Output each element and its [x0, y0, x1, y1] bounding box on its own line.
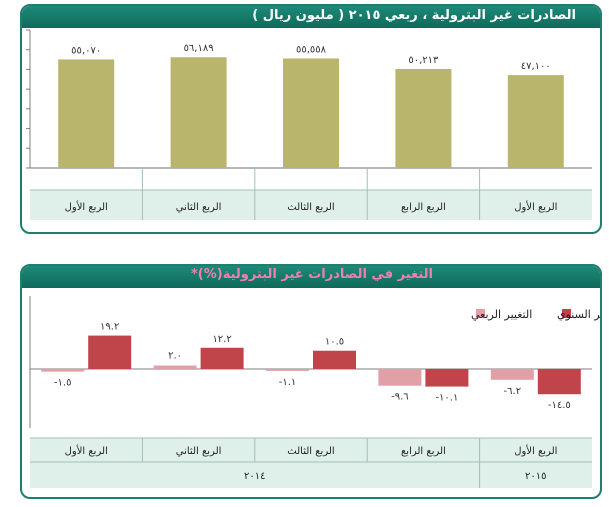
- category-label: الربع الثالث: [287, 446, 334, 457]
- chart1-title-banner: الصادرات غير البترولية ، ربعي ٢٠١٥ ( ملي…: [22, 6, 600, 28]
- category-label: الربع الرابع: [401, 202, 446, 213]
- exports-change-chart: -١.٥ ١٩.٢ الربع الأول ٢.٠ ١٢.٢ الربع الثاني -١…: [29, 296, 600, 488]
- bar: [170, 57, 227, 168]
- bar: [507, 75, 564, 168]
- quarterly-value-label: -١.٥: [54, 378, 72, 389]
- chart2-title: التغير في الصادرات غير البترولية(%)*: [190, 267, 434, 282]
- annual-value-label: ١٢.٢: [212, 334, 231, 345]
- quarterly-value-label: ٢.٠: [168, 351, 182, 362]
- exports-volume-chart: ٥٥,٠٧٠ الربع الأول ٥٦,١٨٩ الربع الثاني ٥٥,٥٥…: [26, 29, 592, 220]
- bar: [283, 58, 339, 168]
- annual-value-label: ١٩.٢: [100, 322, 119, 333]
- year-label-2015: ٢٠١٥: [525, 471, 546, 482]
- category-band: [30, 438, 592, 488]
- exports-volume-panel: الصادرات غير البترولية ، ربعي ٢٠١٥ ( ملي…: [20, 4, 602, 234]
- bar: [395, 69, 452, 168]
- legend-swatch-quarterly: [476, 309, 485, 318]
- category-label: الربع الرابع: [401, 446, 446, 457]
- exports-change-panel: التغير في الصادرات غير البترولية(%)* -١.…: [20, 264, 602, 499]
- annual-bar: [425, 369, 469, 387]
- category-label: الربع الثاني: [176, 446, 222, 457]
- quarterly-bar: [153, 365, 197, 369]
- chart2-title-banner: التغير في الصادرات غير البترولية(%)*: [22, 266, 600, 288]
- quarterly-bar: [490, 369, 534, 380]
- category-label: الربع الأول: [514, 444, 557, 457]
- category-band: [30, 190, 592, 220]
- bar: [58, 59, 115, 169]
- annual-bar: [88, 335, 132, 369]
- bar-value-label: ٥٦,١٨٩: [184, 43, 214, 54]
- quarterly-value-label: -٩.٦: [391, 392, 409, 403]
- annual-bar: [313, 350, 356, 369]
- bar-value-label: ٥٥,٠٧٠: [71, 45, 101, 56]
- category-label: الربع الأول: [65, 444, 108, 457]
- legend-label-annual: التغيير السنوي: [557, 308, 600, 321]
- annual-bar: [200, 347, 244, 369]
- legend-swatch-annual: [562, 309, 571, 318]
- annual-value-label: ١٠.٥: [325, 337, 344, 348]
- chart1-title: الصادرات غير البترولية ، ربعي ٢٠١٥ ( ملي…: [252, 8, 576, 23]
- annual-value-label: -١٤.٥: [548, 400, 571, 411]
- annual-value-label: -١٠.١: [435, 393, 458, 404]
- quarterly-value-label: -١.١: [279, 377, 297, 388]
- quarterly-value-label: -٦.٢: [504, 386, 522, 397]
- legend-label-quarterly: التغيير الربعي: [471, 308, 532, 321]
- quarterly-bar: [378, 369, 422, 386]
- category-label: الربع الأول: [514, 200, 557, 213]
- annual-bar: [537, 369, 581, 395]
- bar-value-label: ٥٠,٢١٣: [408, 55, 439, 66]
- category-label: الربع الثاني: [176, 202, 222, 213]
- quarterly-bar: [266, 369, 309, 371]
- category-label: الربع الأول: [65, 200, 108, 213]
- bar-value-label: ٤٧,١٠٠: [521, 61, 551, 72]
- year-label-2014: ٢٠١٤: [244, 471, 265, 482]
- bar-value-label: ٥٥,٥٥٨: [296, 44, 327, 55]
- quarterly-bar: [41, 369, 85, 372]
- category-label: الربع الثالث: [287, 202, 334, 213]
